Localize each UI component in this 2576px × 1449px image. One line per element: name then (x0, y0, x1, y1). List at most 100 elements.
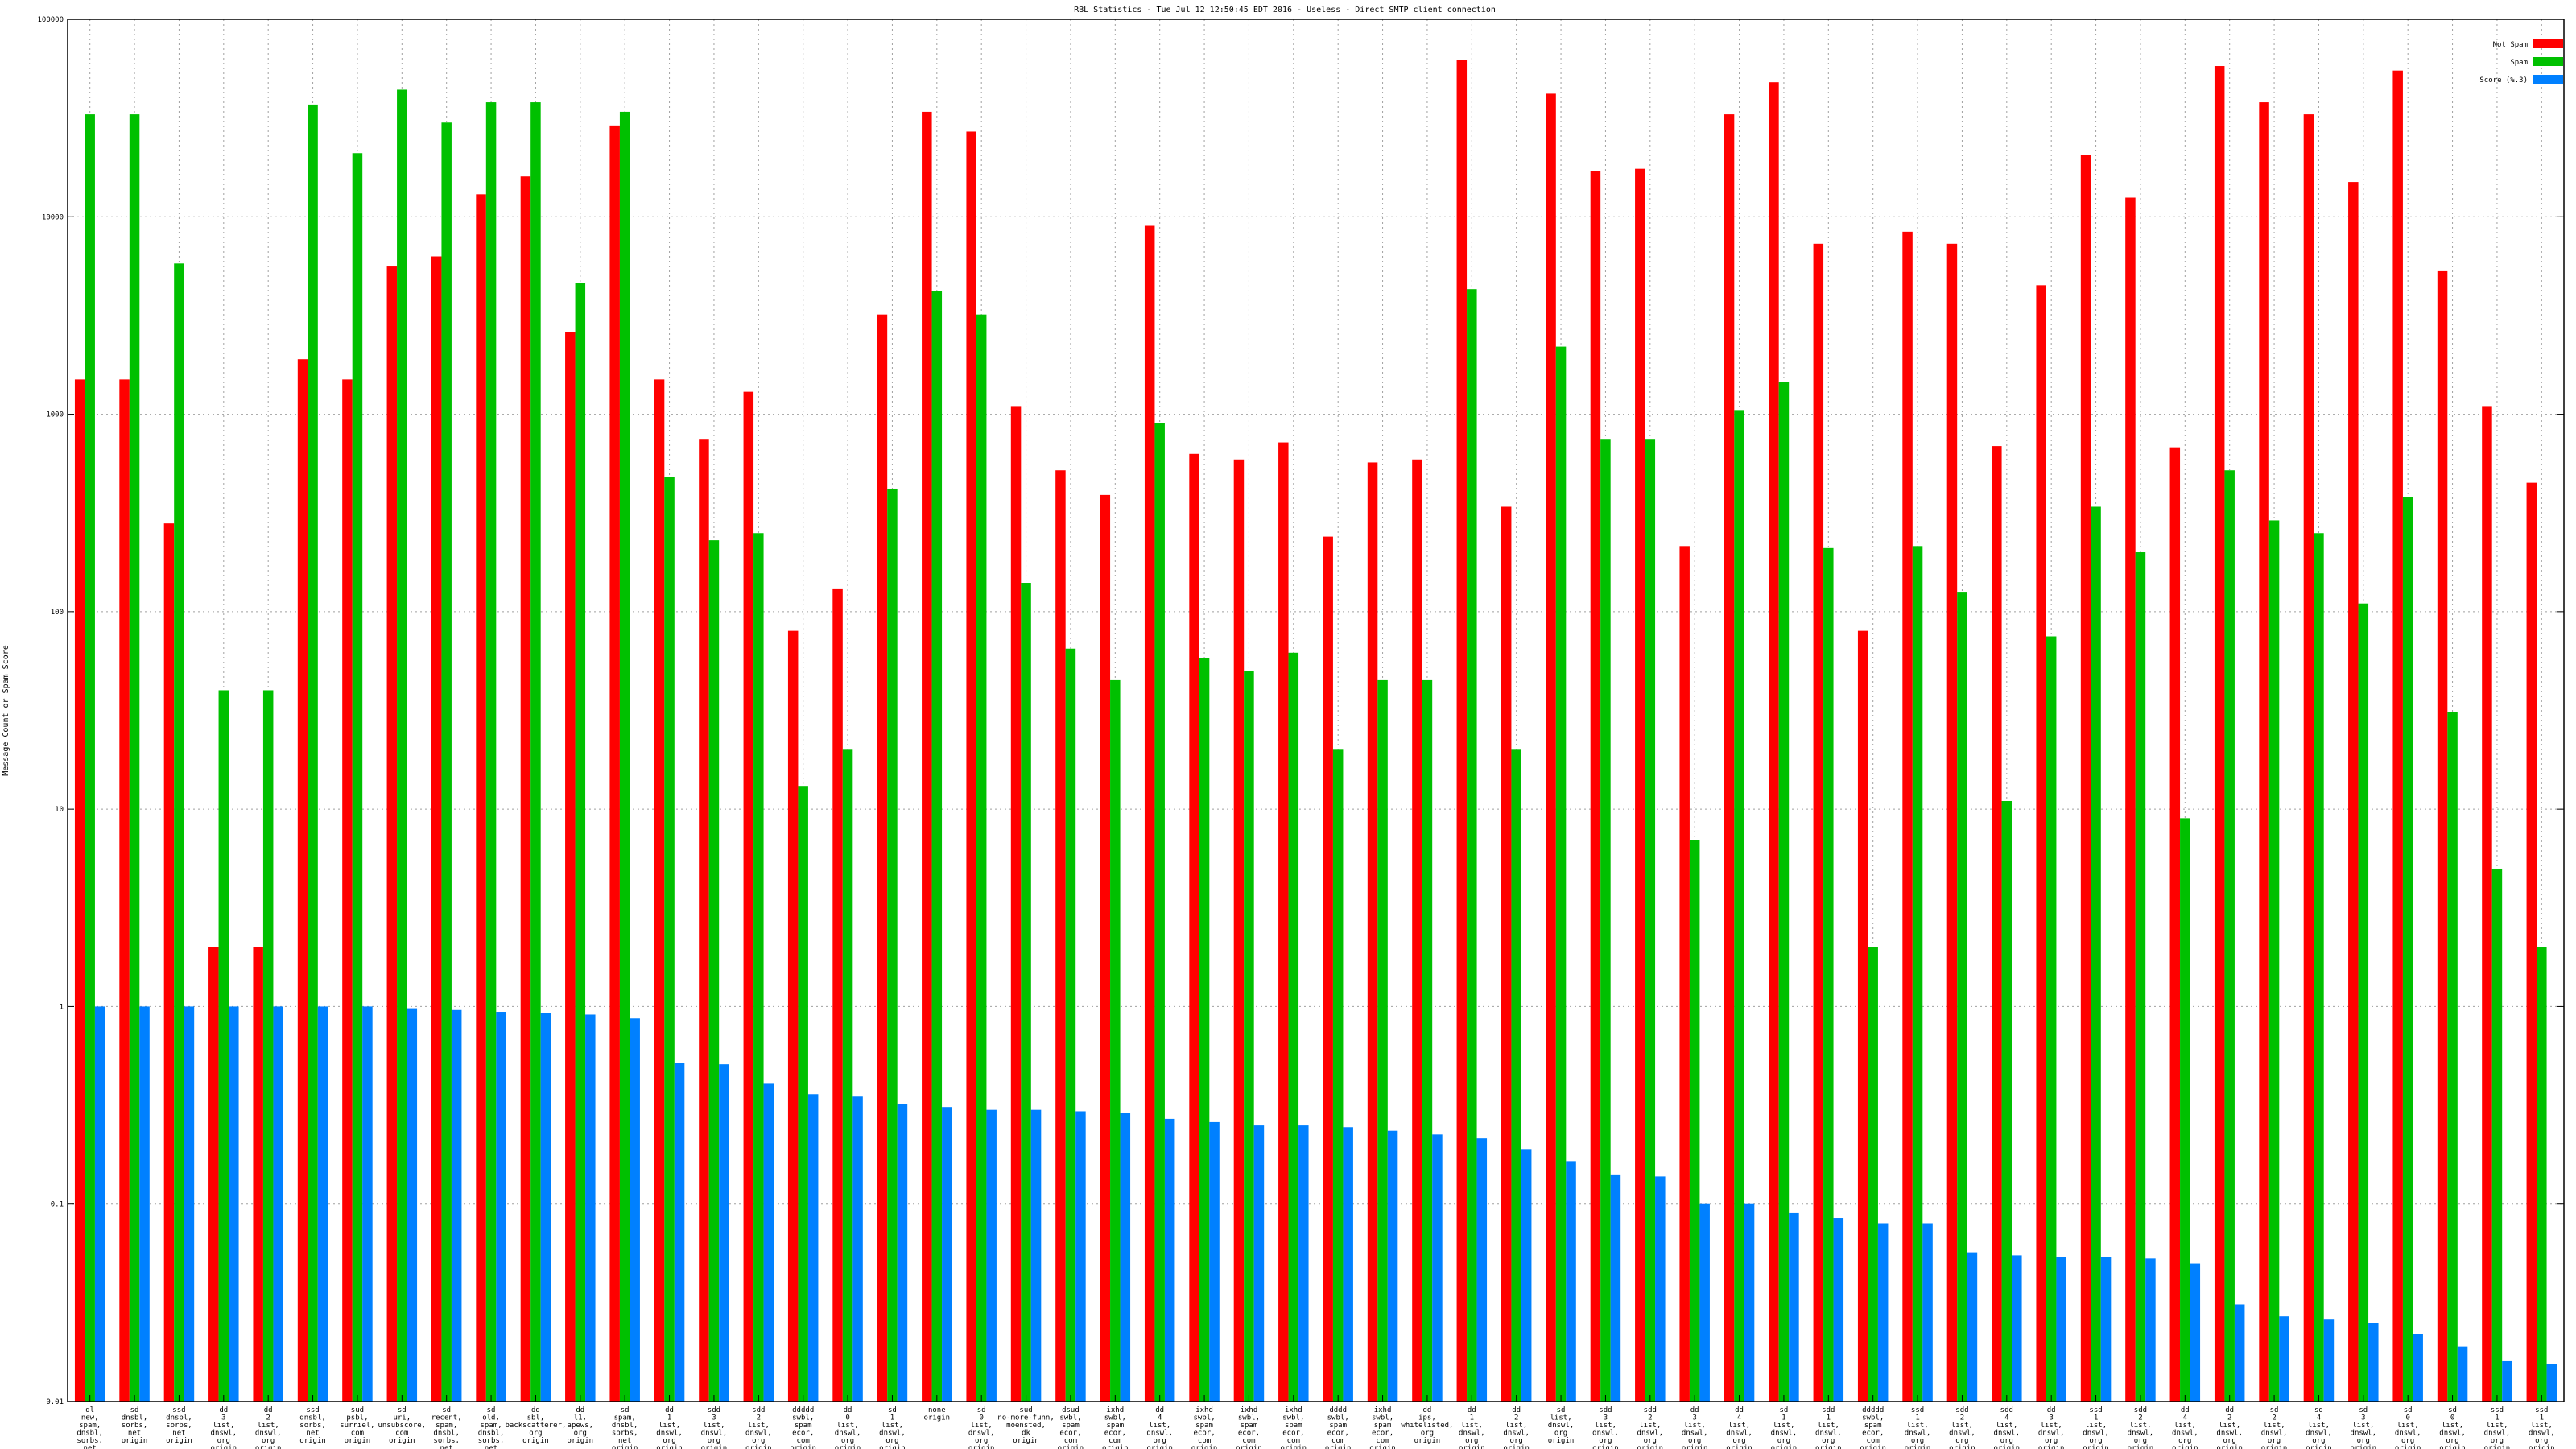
x-tick-label-line: swbl, (1327, 1414, 1349, 1422)
bar-spam (1600, 439, 1611, 1402)
x-tick-label: sd dnsbl, sorbs, net origin (122, 1406, 148, 1445)
x-tick-label-line: 0 (2405, 1414, 2409, 1422)
x-tick-label-line: dnswl, (255, 1430, 282, 1438)
x-tick-label-line: dnswl, (2484, 1430, 2511, 1438)
bar-score-3 (2502, 1360, 2512, 1402)
bar-score-3 (942, 1107, 952, 1402)
x-tick-label-line: com (1331, 1437, 1344, 1445)
x-tick-label-line: dnswl, (1459, 1430, 1485, 1438)
x-tick-label-line: dd (576, 1406, 584, 1414)
x-tick-label-line: origin (1905, 1445, 1931, 1449)
bar-not-spam (1323, 536, 1333, 1402)
x-tick-label-line: origin (2038, 1445, 2065, 1449)
bar-spam (2135, 552, 2146, 1402)
x-tick-label-line: list, (2352, 1422, 2374, 1430)
x-tick-label-line: dddd (1329, 1406, 1347, 1414)
x-tick-label-line: list, (1595, 1422, 1616, 1430)
bar-spam (85, 114, 95, 1402)
x-tick-label-line: org (1732, 1437, 1745, 1445)
bar-spam (2491, 868, 2503, 1402)
x-tick-label-line: ixhd (1374, 1406, 1392, 1414)
x-tick-label: ssd 1 list, dnswl, org origin (2529, 1406, 2555, 1449)
bar-not-spam (1412, 459, 1422, 1402)
bar-score-3 (273, 1006, 283, 1402)
x-tick-label: ixhd swbl, spam ecor, com origin (1369, 1406, 1396, 1449)
x-tick-label: sd 0 list, dnswl, org origin (968, 1406, 995, 1449)
x-tick-label-line: 0 (2450, 1414, 2454, 1422)
x-tick-label-line: list, (1907, 1422, 1929, 1430)
x-tick-label: sd 3 list, dnswl, org origin (2351, 1406, 2377, 1449)
x-tick-label-line: spam (1329, 1422, 1347, 1430)
bar-spam (1244, 671, 1254, 1402)
x-tick-label-line: net (440, 1445, 453, 1449)
x-tick-label-line: origin (1236, 1445, 1262, 1449)
bar-score-3 (1922, 1223, 1933, 1402)
x-tick-label: dd 2 list, dnswl, org origin (1503, 1406, 1530, 1449)
x-tick-label-line: list, (258, 1422, 279, 1430)
x-tick-label-line: 3 (712, 1414, 716, 1422)
x-tick-label-line: ssd (2491, 1406, 2504, 1414)
x-tick-label-line: com (1287, 1437, 1300, 1445)
x-tick-label-line: 4 (1737, 1414, 1741, 1422)
x-tick-label-line: org (886, 1437, 898, 1445)
y-tick-label: 0.1 (51, 1201, 64, 1209)
x-tick-label-line: list, (1550, 1414, 1572, 1422)
x-tick-label-line: list, (2486, 1422, 2508, 1430)
x-tick-label: dddd swbl, spam ecor, com origin (1325, 1406, 1352, 1449)
x-tick-label-line: spam, (481, 1422, 502, 1430)
x-tick-label: sd uri, unsubscore, com origin (378, 1406, 427, 1445)
y-tick-label: 10000 (42, 213, 64, 221)
x-tick-label-line: org (529, 1430, 542, 1438)
x-tick-label-line: dd (264, 1406, 273, 1414)
bar-score-3 (407, 1008, 418, 1402)
x-tick-label-line: com (351, 1430, 364, 1438)
x-tick-label-line: 1 (1827, 1414, 1831, 1422)
x-tick-label-line: origin (1013, 1437, 1039, 1445)
x-tick-label-line: dnsbl, (166, 1414, 192, 1422)
x-tick-label-line: dd (1423, 1406, 1432, 1414)
x-tick-label-line: origin (1281, 1445, 1307, 1449)
x-tick-label-line: origin (2529, 1445, 2555, 1449)
x-tick-label-line: psbl, (346, 1414, 368, 1422)
x-tick-label: ddddd swbl, spam ecor, com origin (1860, 1406, 1886, 1449)
x-tick-label-line: org (1465, 1437, 1478, 1445)
x-tick-label-line: org (841, 1437, 854, 1445)
bar-score-3 (1877, 1223, 1889, 1402)
x-tick-label-line: origin (1637, 1445, 1664, 1449)
x-tick-label: sdd 4 list, dnswl, org origin (1994, 1406, 2021, 1449)
x-tick-label-line: list, (658, 1422, 680, 1430)
x-tick-label-line: list, (2308, 1422, 2330, 1430)
bar-not-spam (1635, 168, 1645, 1402)
legend-label: Not Spam (2493, 41, 2528, 49)
x-tick-label-line: origin (345, 1437, 371, 1445)
x-tick-label-line: origin (299, 1437, 326, 1445)
x-tick-label-line: dnswl, (1637, 1430, 1664, 1438)
x-tick-label-line: ixhd (1241, 1406, 1258, 1414)
bar-score-3 (1298, 1125, 1309, 1402)
bar-not-spam (743, 391, 754, 1402)
x-tick-label-line: ssd (172, 1406, 185, 1414)
bar-not-spam (1857, 630, 1868, 1402)
x-tick-label-line: list, (2442, 1422, 2463, 1430)
y-tick-label: 100000 (37, 16, 64, 24)
x-tick-label: sud psbl, surriel, com origin (340, 1406, 374, 1445)
x-tick-label-line: net (128, 1430, 141, 1438)
bar-spam (976, 314, 987, 1402)
x-tick-label-line: swbl, (1059, 1414, 1081, 1422)
x-tick-label-line: org (2000, 1437, 2013, 1445)
bar-score-3 (1833, 1218, 1844, 1402)
bar-not-spam (297, 359, 308, 1402)
bar-score-3 (184, 1006, 195, 1402)
x-tick-label-line: swbl, (1194, 1414, 1216, 1422)
x-tick-label: dd sbl, backscatterer, org origin (506, 1406, 567, 1445)
x-tick-label-line: sbl, (527, 1414, 545, 1422)
x-tick-label: sdd 2 list, dnswl, org origin (745, 1406, 772, 1449)
bar-spam (2268, 520, 2280, 1402)
x-tick-label-line: origin (389, 1437, 415, 1445)
x-tick-label-line: dnsbl, (122, 1414, 148, 1422)
x-tick-label-line: sd (2314, 1406, 2323, 1414)
x-tick-label-line: spam (1241, 1422, 1258, 1430)
bar-spam (1467, 289, 1477, 1402)
bar-not-spam (119, 379, 130, 1402)
